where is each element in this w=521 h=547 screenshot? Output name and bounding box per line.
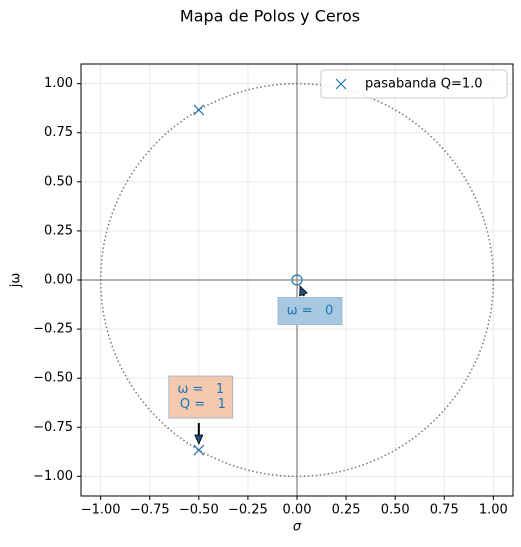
y-tick-label: 1.00 bbox=[44, 76, 73, 91]
x-axis-label: σ bbox=[293, 520, 302, 535]
legend-label: pasabanda Q=1.0 bbox=[365, 77, 483, 92]
pole-marker bbox=[193, 104, 205, 116]
x-tick-label: 1.00 bbox=[479, 503, 508, 518]
zero-marker bbox=[291, 274, 303, 286]
x-tick-label: −1.00 bbox=[81, 503, 121, 518]
annotation-box bbox=[168, 375, 234, 419]
x-tick-label: 0.50 bbox=[381, 503, 410, 518]
pole-marker bbox=[193, 444, 205, 456]
annotation-text: ω = 1 bbox=[178, 382, 225, 397]
unit-circle bbox=[99, 82, 495, 478]
annotation-arrowhead bbox=[194, 434, 204, 446]
y-tick-label: 0.25 bbox=[44, 223, 73, 238]
x-tick-label: 0.75 bbox=[430, 503, 459, 518]
legend-marker bbox=[335, 78, 347, 90]
chart-title: Mapa de Polos y Ceros bbox=[180, 7, 360, 26]
x-tick-label: −0.75 bbox=[130, 503, 170, 518]
x-tick-label: −0.25 bbox=[228, 503, 268, 518]
y-tick-label: −0.75 bbox=[33, 420, 73, 435]
annotation-text: ω = 0 bbox=[287, 304, 334, 319]
x-tick-label: 0.25 bbox=[332, 503, 361, 518]
y-tick-label: −1.00 bbox=[33, 469, 73, 484]
plot-frame bbox=[80, 63, 514, 497]
y-tick-label: −0.50 bbox=[33, 371, 73, 386]
y-axis-label: jω bbox=[9, 273, 24, 289]
y-tick-label: 0.75 bbox=[44, 125, 73, 140]
x-tick-label: −0.50 bbox=[179, 503, 219, 518]
x-tick-label: 0.00 bbox=[283, 503, 312, 518]
y-tick-label: 0.00 bbox=[44, 273, 73, 288]
annotation-arrowhead bbox=[299, 285, 308, 297]
legend-box bbox=[320, 69, 508, 99]
annotation-box bbox=[277, 297, 343, 325]
annotation-text: Q = 1 bbox=[176, 397, 226, 412]
y-tick-label: 0.50 bbox=[44, 174, 73, 189]
y-tick-label: −0.25 bbox=[33, 322, 73, 337]
